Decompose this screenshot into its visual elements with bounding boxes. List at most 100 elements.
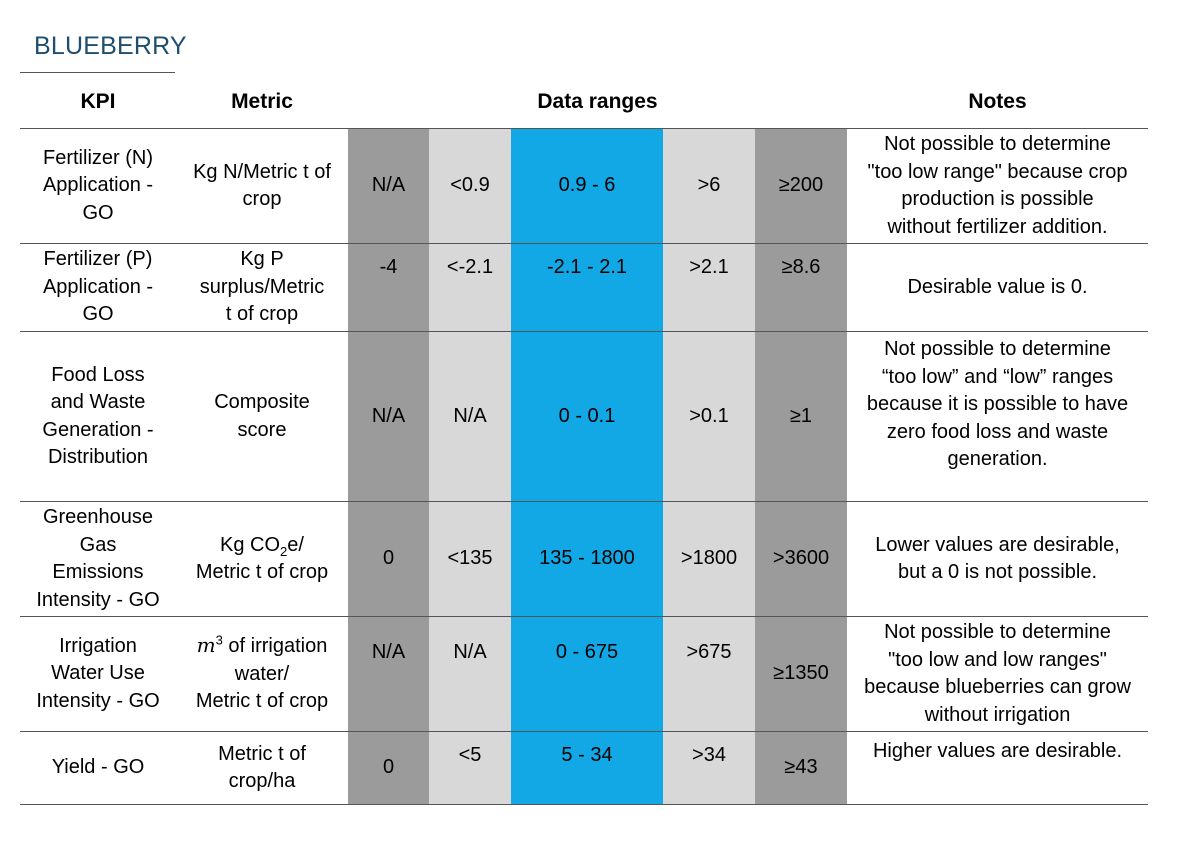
- table-row: Food Loss and Waste Generation - Distrib…: [20, 331, 1148, 502]
- kpi-cell: Fertilizer (P) Application - GO: [20, 243, 176, 332]
- kpi-table: KPI Metric Data ranges Notes Fertilizer …: [20, 76, 1148, 805]
- note-line: because it is possible to have: [866, 393, 1129, 415]
- metric-cell: Composite score: [176, 331, 348, 502]
- note-line: "too low and low ranges": [888, 648, 1107, 671]
- metric-line: Kg N/Metric t of: [193, 160, 331, 183]
- range-high: >675: [663, 616, 755, 732]
- note-line: Not possible to determine: [884, 133, 1111, 155]
- note-line: but a 0 is not possible.: [897, 561, 1097, 583]
- kpi-line: Emissions: [52, 561, 144, 583]
- note-line: Higher values are desirable.: [872, 740, 1123, 762]
- range-too-low: 0: [348, 501, 429, 617]
- subscript: 2: [280, 543, 288, 559]
- kpi-line: Water Use: [51, 662, 145, 685]
- range-low: <5: [429, 731, 511, 805]
- note-line: zero food loss and waste: [886, 420, 1109, 443]
- note-line: production is possible: [901, 188, 1094, 210]
- range-desirable: 0 - 675: [511, 616, 663, 732]
- metric-line: crop: [242, 188, 282, 210]
- kpi-cell: Greenhouse Gas Emissions Intensity - GO: [20, 501, 176, 617]
- metric-line: Kg P: [240, 248, 284, 271]
- note-line: generation.: [947, 448, 1048, 470]
- metric-text: Kg CO: [220, 533, 281, 556]
- title-underline: [20, 72, 175, 73]
- range-low: <-2.1: [429, 243, 511, 332]
- range-low: N/A: [429, 331, 511, 502]
- range-too-high: ≥1: [755, 331, 847, 502]
- header-metric: Metric: [176, 76, 348, 129]
- metric-line: water/: [234, 662, 290, 685]
- range-high: >6: [663, 128, 755, 244]
- range-desirable: 5 - 34: [511, 731, 663, 805]
- kpi-line: Irrigation: [59, 634, 137, 657]
- kpi-line: Intensity - GO: [36, 689, 160, 712]
- range-desirable: 0 - 0.1: [511, 331, 663, 502]
- metric-text: of irrigation: [222, 635, 328, 658]
- kpi-cell: Fertilizer (N) Application - GO: [20, 128, 176, 244]
- metric-line: Metric t of crop: [195, 561, 329, 583]
- note-line: “too low” and “low” ranges: [881, 365, 1114, 388]
- table-row: Irrigation Water Use Intensity - GO m3 o…: [20, 616, 1148, 732]
- table-row: Fertilizer (N) Application - GO Kg N/Met…: [20, 128, 1148, 244]
- kpi-line: Yield - GO: [51, 756, 145, 779]
- header-data-ranges: Data ranges: [348, 76, 847, 129]
- notes-cell: Not possible to determine "too low and l…: [847, 616, 1148, 732]
- table-row: Greenhouse Gas Emissions Intensity - GO …: [20, 501, 1148, 617]
- range-too-high: ≥8.6: [755, 243, 847, 332]
- range-low: <0.9: [429, 128, 511, 244]
- kpi-line: GO: [82, 201, 114, 224]
- metric-line: surplus/Metric: [199, 275, 325, 298]
- kpi-cell: Food Loss and Waste Generation - Distrib…: [20, 331, 176, 502]
- header-kpi: KPI: [20, 76, 176, 129]
- range-too-low: N/A: [348, 331, 429, 502]
- kpi-line: Application -: [42, 174, 154, 197]
- kpi-line: Fertilizer (N): [43, 146, 153, 169]
- kpi-line: Food Loss: [51, 363, 145, 386]
- metric-line: m3 of irrigation: [176, 632, 348, 661]
- range-too-low: N/A: [348, 616, 429, 732]
- notes-cell: Lower values are desirable, but a 0 is n…: [847, 501, 1148, 617]
- metric-line: Metric t of crop: [195, 690, 329, 713]
- kpi-line: Greenhouse: [42, 506, 154, 528]
- range-too-high: ≥1350: [755, 616, 847, 732]
- notes-cell: Higher values are desirable.: [847, 731, 1148, 805]
- kpi-cell: Irrigation Water Use Intensity - GO: [20, 616, 176, 732]
- metric-line: crop/ha: [228, 770, 296, 792]
- table-row: Yield - GO Metric t of crop/ha 0 <5 5 - …: [20, 731, 1148, 805]
- note-line: because blueberries can grow: [864, 676, 1131, 698]
- header-row: KPI Metric Data ranges Notes: [20, 76, 1148, 129]
- range-too-low: 0: [348, 731, 429, 805]
- metric-cell: Kg P surplus/Metric t of crop: [176, 243, 348, 332]
- kpi-line: Gas: [79, 533, 117, 556]
- range-too-high: ≥200: [755, 128, 847, 244]
- kpi-line: GO: [82, 303, 114, 326]
- metric-line: Metric t of: [218, 742, 306, 765]
- metric-line: score: [237, 418, 287, 441]
- range-too-low: N/A: [348, 128, 429, 244]
- range-high: >2.1: [663, 243, 755, 332]
- range-high: >1800: [663, 501, 755, 617]
- note-line: Not possible to determine: [884, 338, 1111, 360]
- range-high: >0.1: [663, 331, 755, 502]
- range-too-high: >3600: [755, 501, 847, 617]
- metric-line: Kg CO2e/: [176, 532, 348, 560]
- note-line: Desirable value is 0.: [907, 275, 1088, 298]
- math-variable: m: [196, 633, 216, 658]
- page-title: BLUEBERRY: [34, 32, 187, 60]
- range-low: <135: [429, 501, 511, 617]
- note-line: Lower values are desirable,: [875, 533, 1120, 556]
- metric-cell: Kg N/Metric t of crop: [176, 128, 348, 244]
- metric-cell: m3 of irrigation water/ Metric t of crop: [176, 616, 348, 732]
- kpi-line: Intensity - GO: [36, 588, 160, 611]
- metric-cell: Kg CO2e/ Metric t of crop: [176, 501, 348, 617]
- range-low: N/A: [429, 616, 511, 732]
- notes-cell: Not possible to determine "too low range…: [847, 128, 1148, 244]
- kpi-line: Application -: [42, 275, 154, 298]
- note-line: "too low range" because crop: [867, 160, 1128, 183]
- range-desirable: -2.1 - 2.1: [511, 243, 663, 332]
- metric-text: e/: [287, 533, 304, 556]
- range-high: >34: [663, 731, 755, 805]
- kpi-line: Fertilizer (P): [43, 248, 153, 271]
- range-desirable: 0.9 - 6: [511, 128, 663, 244]
- note-line: without irrigation: [924, 703, 1071, 726]
